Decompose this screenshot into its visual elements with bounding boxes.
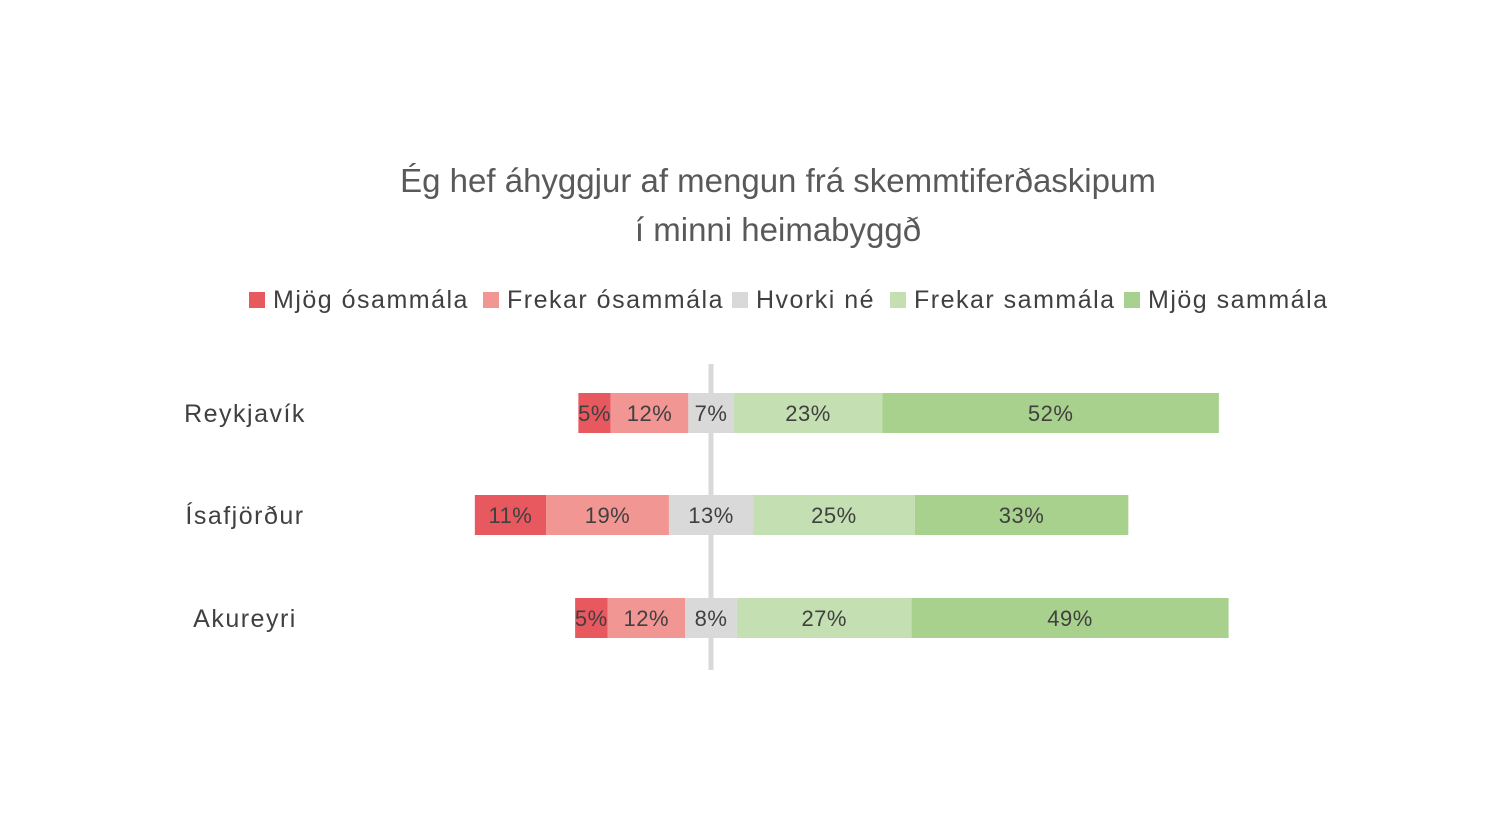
data-label: 23% (785, 401, 831, 426)
chart-legend: Mjög ósammála Frekar ósammála Hvorki né Fre… (249, 286, 1329, 314)
category-label: Ísafjörður (185, 501, 304, 530)
category-label: Reykjavík (184, 400, 306, 428)
bar-segment (736, 598, 912, 638)
data-label: 8% (695, 606, 728, 631)
data-label: 11% (488, 503, 532, 528)
bar-segment (882, 393, 1219, 433)
bar-segment (914, 495, 1129, 535)
data-label: 27% (801, 606, 847, 631)
bar-segment (610, 393, 689, 433)
category-axis: Reykjavík Ísafjörður Akureyri (184, 400, 306, 633)
bar-segment (911, 598, 1229, 638)
bar-segment (474, 495, 547, 535)
chart-title-line: Ég hef áhyggjur af mengun frá skemmtifer… (400, 162, 1156, 199)
legend-label: Frekar sammála (914, 286, 1116, 314)
legend-label: Mjög sammála (1148, 286, 1329, 314)
bar-segment (546, 495, 669, 535)
chart-title: Ég hef áhyggjur af mengun frá skemmtifer… (400, 162, 1156, 248)
bar-segment (607, 598, 686, 638)
data-label: 12% (627, 401, 673, 426)
legend-label: Hvorki né (756, 286, 875, 314)
data-label: 5% (575, 606, 608, 631)
data-label: 7% (695, 401, 728, 426)
legend-swatch (732, 292, 748, 308)
legend-swatch (249, 292, 265, 308)
bar-segment (733, 393, 883, 433)
bar-segment (578, 393, 611, 433)
data-label: 33% (999, 503, 1045, 528)
data-label: 13% (688, 503, 734, 528)
category-label: Akureyri (193, 605, 297, 633)
data-labels: 5% 12% 7% 23% 52% 11% 19% 13% 25% 33% 5% 12% 8% 27% 49… (488, 401, 1092, 631)
data-label: 52% (1028, 401, 1074, 426)
legend-label: Frekar ósammála (507, 286, 724, 314)
data-label: 12% (624, 606, 670, 631)
legend-swatch (483, 292, 499, 308)
legend-label: Mjög ósammála (273, 286, 469, 314)
legend-swatch (1124, 292, 1140, 308)
bar-segment (753, 495, 915, 535)
data-label: 25% (811, 503, 857, 528)
data-label: 49% (1047, 606, 1093, 631)
legend-swatch (890, 292, 906, 308)
chart-title-line: í minni heimabyggð (635, 211, 921, 248)
data-label: 5% (578, 401, 611, 426)
bar-segment (575, 598, 608, 638)
data-label: 19% (585, 503, 631, 528)
